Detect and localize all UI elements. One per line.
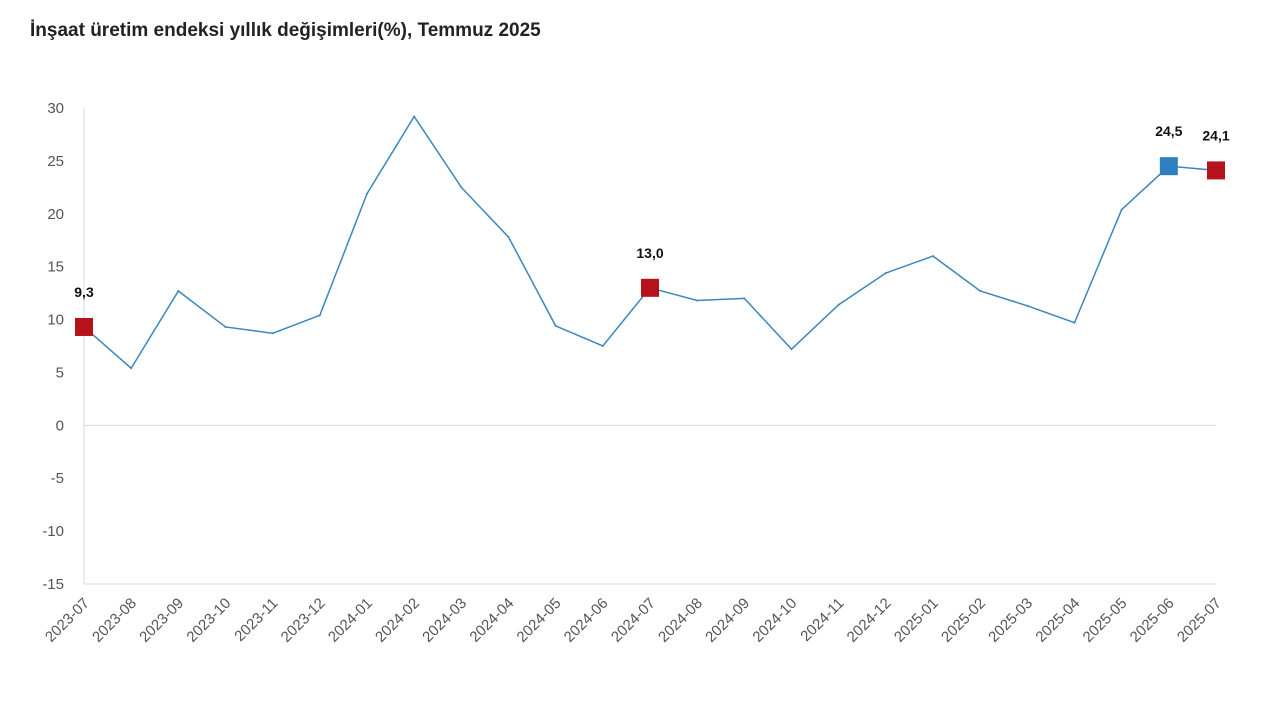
x-tick-label: 2023-11 <box>231 595 281 645</box>
data-point <box>932 255 934 258</box>
data-point <box>130 367 133 370</box>
data-point <box>601 345 604 347</box>
y-tick-label: 25 <box>47 153 64 170</box>
y-tick-label: 30 <box>47 100 64 117</box>
highlight-marker <box>1207 161 1225 180</box>
data-point <box>413 115 416 118</box>
chart-title: İnşaat üretim endeksi yıllık değişimleri… <box>30 20 541 41</box>
data-label: 9,3 <box>74 284 94 300</box>
data-point <box>743 297 746 300</box>
x-tick-label: 2025-03 <box>985 595 1036 646</box>
y-tick-label: -10 <box>42 523 64 540</box>
highlight-marker <box>641 278 659 297</box>
x-tick-label: 2024-12 <box>844 595 895 646</box>
data-point <box>1026 304 1029 307</box>
data-point <box>507 236 510 239</box>
x-tick-label: 2023-08 <box>89 595 140 646</box>
x-tick-label: 2024-07 <box>608 595 659 646</box>
data-point <box>1073 321 1076 324</box>
y-tick-label: 5 <box>56 364 64 381</box>
x-tick-label: 2025-05 <box>1080 595 1131 646</box>
data-point <box>318 314 321 317</box>
data-point <box>366 192 368 195</box>
x-tick-label: 2025-01 <box>891 595 942 646</box>
x-tick-label: 2024-01 <box>325 595 376 646</box>
highlight-marker <box>1159 157 1178 176</box>
x-tick-label: 2023-12 <box>278 595 329 646</box>
x-tick-label: 2024-10 <box>749 595 800 646</box>
data-point <box>271 332 274 335</box>
y-tick-label: 10 <box>47 312 64 329</box>
x-tick-label: 2023-07 <box>42 595 93 646</box>
data-point <box>790 348 793 351</box>
x-tick-label: 2025-02 <box>938 595 989 646</box>
data-point <box>837 303 840 306</box>
y-tick-label: -5 <box>51 470 64 487</box>
x-tick-label: 2024-05 <box>514 595 565 646</box>
x-tick-label: 2023-09 <box>136 595 187 646</box>
data-point <box>696 299 699 302</box>
highlight-marker <box>75 317 93 336</box>
data-point <box>224 325 227 328</box>
x-tick-label: 2024-11 <box>797 595 847 645</box>
y-tick-label: 0 <box>56 417 64 434</box>
data-point <box>460 186 463 189</box>
x-tick-label: 2025-06 <box>1127 595 1178 646</box>
x-tick-label: 2024-08 <box>655 595 706 646</box>
x-tick-label: 2025-07 <box>1174 595 1225 646</box>
data-point <box>979 289 982 292</box>
series-line <box>83 115 1217 370</box>
data-point <box>177 289 180 292</box>
x-tick-label: 2024-06 <box>561 595 612 646</box>
x-tick-label: 2023-10 <box>183 595 234 646</box>
data-point <box>884 272 887 275</box>
y-tick-label: 15 <box>47 259 64 276</box>
y-tick-label: 20 <box>47 206 64 223</box>
x-tick-label: 2024-04 <box>466 595 517 646</box>
data-point <box>1120 208 1123 211</box>
x-tick-label: 2024-02 <box>372 595 423 646</box>
x-tick-label: 2024-03 <box>419 595 470 646</box>
data-label: 24,1 <box>1202 127 1229 143</box>
x-tick-label: 2024-09 <box>702 595 753 646</box>
x-tick-label: 2025-04 <box>1032 595 1083 646</box>
data-label: 24,5 <box>1155 123 1182 139</box>
y-tick-label: -15 <box>42 576 64 593</box>
data-label: 13,0 <box>636 245 663 261</box>
data-point <box>554 324 557 327</box>
